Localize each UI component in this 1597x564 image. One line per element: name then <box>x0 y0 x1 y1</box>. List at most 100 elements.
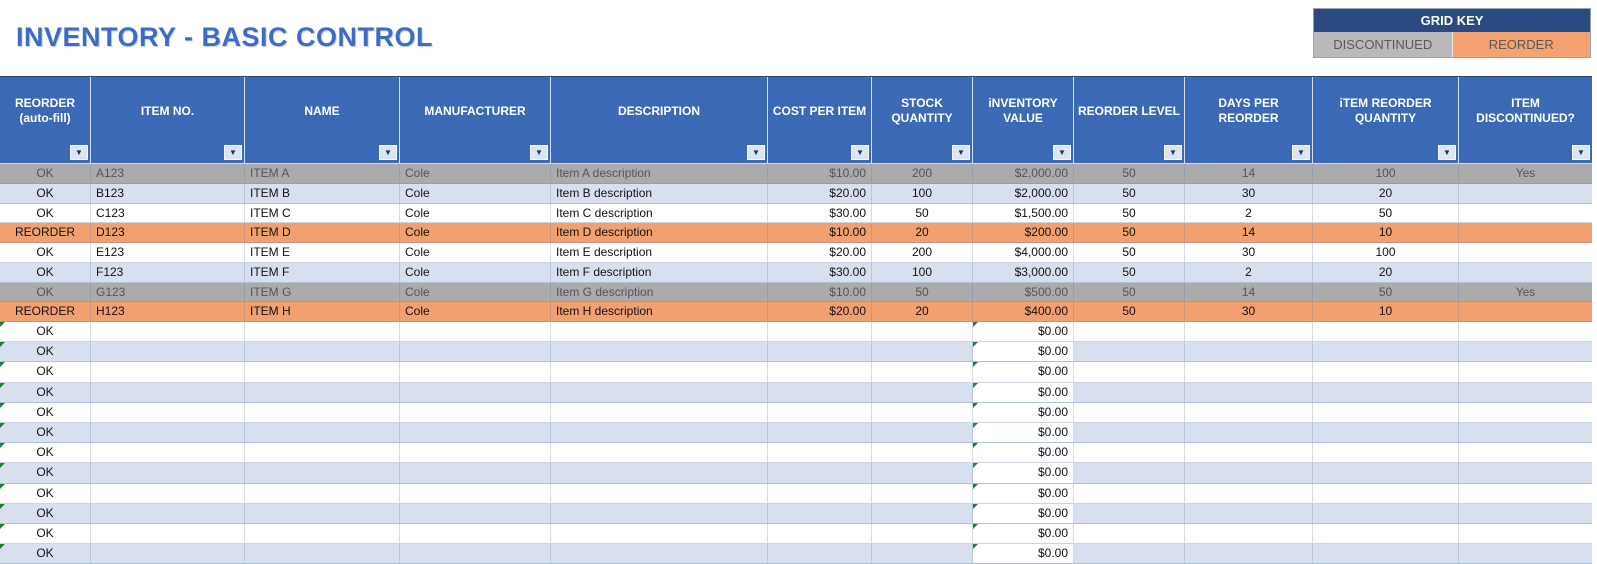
cell-description[interactable] <box>551 483 768 503</box>
cell-item_no[interactable] <box>91 483 245 503</box>
cell-item_reorder_quantity[interactable] <box>1313 362 1459 382</box>
cell-reorder_status[interactable]: OK <box>0 463 91 483</box>
cell-reorder_status[interactable]: OK <box>0 203 91 223</box>
cell-name[interactable] <box>245 322 400 342</box>
cell-manufacturer[interactable]: Cole <box>400 282 551 302</box>
cell-item_discontinued[interactable]: Yes <box>1515 166 1536 180</box>
cell-item_no[interactable]: H123 <box>91 302 245 321</box>
cell-item_no[interactable] <box>91 422 245 443</box>
cell-days_per_reorder[interactable]: 2 <box>1185 203 1313 223</box>
cell-reorder_level[interactable]: 50 <box>1074 223 1185 242</box>
cell-item_discontinued[interactable] <box>1459 322 1592 341</box>
cell-item_discontinued[interactable] <box>1459 524 1592 543</box>
cell-reorder_level[interactable]: 50 <box>1074 262 1185 282</box>
cell-reorder_status[interactable]: OK <box>0 183 91 203</box>
cell-item_discontinued[interactable] <box>1459 243 1592 262</box>
cell-stock_quantity[interactable] <box>872 322 973 342</box>
cell-reorder_level[interactable] <box>1074 382 1185 402</box>
column-header-item_reorder_quantity[interactable]: iTEM REORDER QUANTITY ▼ <box>1313 77 1459 163</box>
cell-manufacturer[interactable]: Cole <box>400 223 551 242</box>
cell-reorder_status[interactable]: OK <box>0 422 91 443</box>
cell-stock_quantity[interactable] <box>872 443 973 463</box>
cell-stock_quantity[interactable] <box>872 382 973 402</box>
cell-manufacturer[interactable] <box>400 402 551 422</box>
cell-name[interactable] <box>245 443 400 463</box>
cell-item_no[interactable] <box>91 443 245 463</box>
cell-days_per_reorder[interactable]: 14 <box>1185 282 1313 302</box>
cell-cost_per_item[interactable] <box>768 382 872 402</box>
cell-cost_per_item[interactable]: $20.00 <box>768 302 872 321</box>
cell-manufacturer[interactable] <box>400 422 551 443</box>
cell-manufacturer[interactable] <box>400 523 551 544</box>
cell-inventory_value[interactable]: $4,000.00 <box>973 243 1074 262</box>
filter-dropdown-icon[interactable]: ▼ <box>379 145 397 160</box>
cell-stock_quantity[interactable]: 100 <box>872 183 973 203</box>
cell-cost_per_item[interactable] <box>768 483 872 503</box>
cell-item_reorder_quantity[interactable]: 100 <box>1313 243 1459 262</box>
cell-description[interactable]: Item B description <box>551 183 768 203</box>
cell-days_per_reorder[interactable] <box>1185 402 1313 422</box>
cell-reorder_status[interactable]: OK <box>0 483 91 503</box>
column-header-reorder_level[interactable]: REORDER LEVEL ▼ <box>1074 77 1185 163</box>
column-header-item_no[interactable]: ITEM NO. ▼ <box>91 77 245 163</box>
cell-reorder_status[interactable]: OK <box>0 382 91 402</box>
cell-inventory_value[interactable]: $0.00 <box>973 503 1074 523</box>
cell-description[interactable] <box>551 402 768 422</box>
cell-item_no[interactable] <box>91 322 245 342</box>
cell-item_no[interactable] <box>91 362 245 382</box>
cell-inventory_value[interactable]: $0.00 <box>973 322 1074 342</box>
cell-stock_quantity[interactable]: 50 <box>872 203 973 223</box>
cell-item_reorder_quantity[interactable]: 50 <box>1313 282 1459 302</box>
cell-item_discontinued[interactable] <box>1459 342 1592 361</box>
cell-name[interactable] <box>245 544 400 564</box>
cell-item_no[interactable]: D123 <box>91 223 245 242</box>
cell-item_reorder_quantity[interactable]: 50 <box>1313 203 1459 223</box>
cell-name[interactable]: ITEM H <box>245 302 400 321</box>
cell-manufacturer[interactable]: Cole <box>400 302 551 321</box>
cell-item_no[interactable]: A123 <box>91 164 245 183</box>
cell-manufacturer[interactable]: Cole <box>400 164 551 183</box>
cell-name[interactable]: ITEM D <box>245 223 400 242</box>
cell-item_discontinued[interactable] <box>1459 544 1592 563</box>
cell-item_reorder_quantity[interactable] <box>1313 544 1459 564</box>
cell-description[interactable]: Item C description <box>551 203 768 223</box>
cell-days_per_reorder[interactable] <box>1185 463 1313 483</box>
cell-days_per_reorder[interactable] <box>1185 544 1313 564</box>
cell-item_reorder_quantity[interactable]: 20 <box>1313 262 1459 282</box>
cell-item_reorder_quantity[interactable] <box>1313 503 1459 523</box>
cell-item_discontinued[interactable] <box>1459 302 1592 321</box>
cell-name[interactable] <box>245 342 400 362</box>
cell-stock_quantity[interactable] <box>872 483 973 503</box>
cell-description[interactable] <box>551 523 768 544</box>
filter-dropdown-icon[interactable]: ▼ <box>851 145 869 160</box>
cell-item_discontinued[interactable] <box>1459 484 1592 503</box>
cell-reorder_level[interactable]: 50 <box>1074 183 1185 203</box>
cell-item_no[interactable]: C123 <box>91 203 245 223</box>
cell-cost_per_item[interactable] <box>768 544 872 564</box>
cell-inventory_value[interactable]: $0.00 <box>973 402 1074 422</box>
cell-item_reorder_quantity[interactable] <box>1313 443 1459 463</box>
cell-days_per_reorder[interactable]: 30 <box>1185 302 1313 321</box>
cell-reorder_status[interactable]: OK <box>0 523 91 544</box>
cell-item_discontinued[interactable] <box>1459 184 1592 203</box>
cell-stock_quantity[interactable]: 20 <box>872 302 973 321</box>
cell-reorder_level[interactable]: 50 <box>1074 282 1185 302</box>
cell-item_no[interactable] <box>91 402 245 422</box>
cell-stock_quantity[interactable]: 200 <box>872 243 973 262</box>
cell-days_per_reorder[interactable] <box>1185 483 1313 503</box>
cell-item_discontinued[interactable] <box>1459 383 1592 402</box>
cell-reorder_status[interactable]: OK <box>0 544 91 564</box>
cell-inventory_value[interactable]: $0.00 <box>973 544 1074 564</box>
cell-name[interactable]: ITEM F <box>245 262 400 282</box>
cell-inventory_value[interactable]: $0.00 <box>973 523 1074 544</box>
column-header-name[interactable]: NAME ▼ <box>245 77 400 163</box>
cell-name[interactable] <box>245 463 400 483</box>
column-header-days_per_reorder[interactable]: DAYS PER REORDER ▼ <box>1185 77 1313 163</box>
cell-description[interactable] <box>551 544 768 564</box>
cell-item_no[interactable] <box>91 503 245 523</box>
column-header-inventory_value[interactable]: iNVENTORY VALUE ▼ <box>973 77 1074 163</box>
cell-reorder_level[interactable]: 50 <box>1074 302 1185 321</box>
filter-dropdown-icon[interactable]: ▼ <box>747 145 765 160</box>
cell-item_reorder_quantity[interactable] <box>1313 523 1459 544</box>
cell-cost_per_item[interactable]: $20.00 <box>768 243 872 262</box>
